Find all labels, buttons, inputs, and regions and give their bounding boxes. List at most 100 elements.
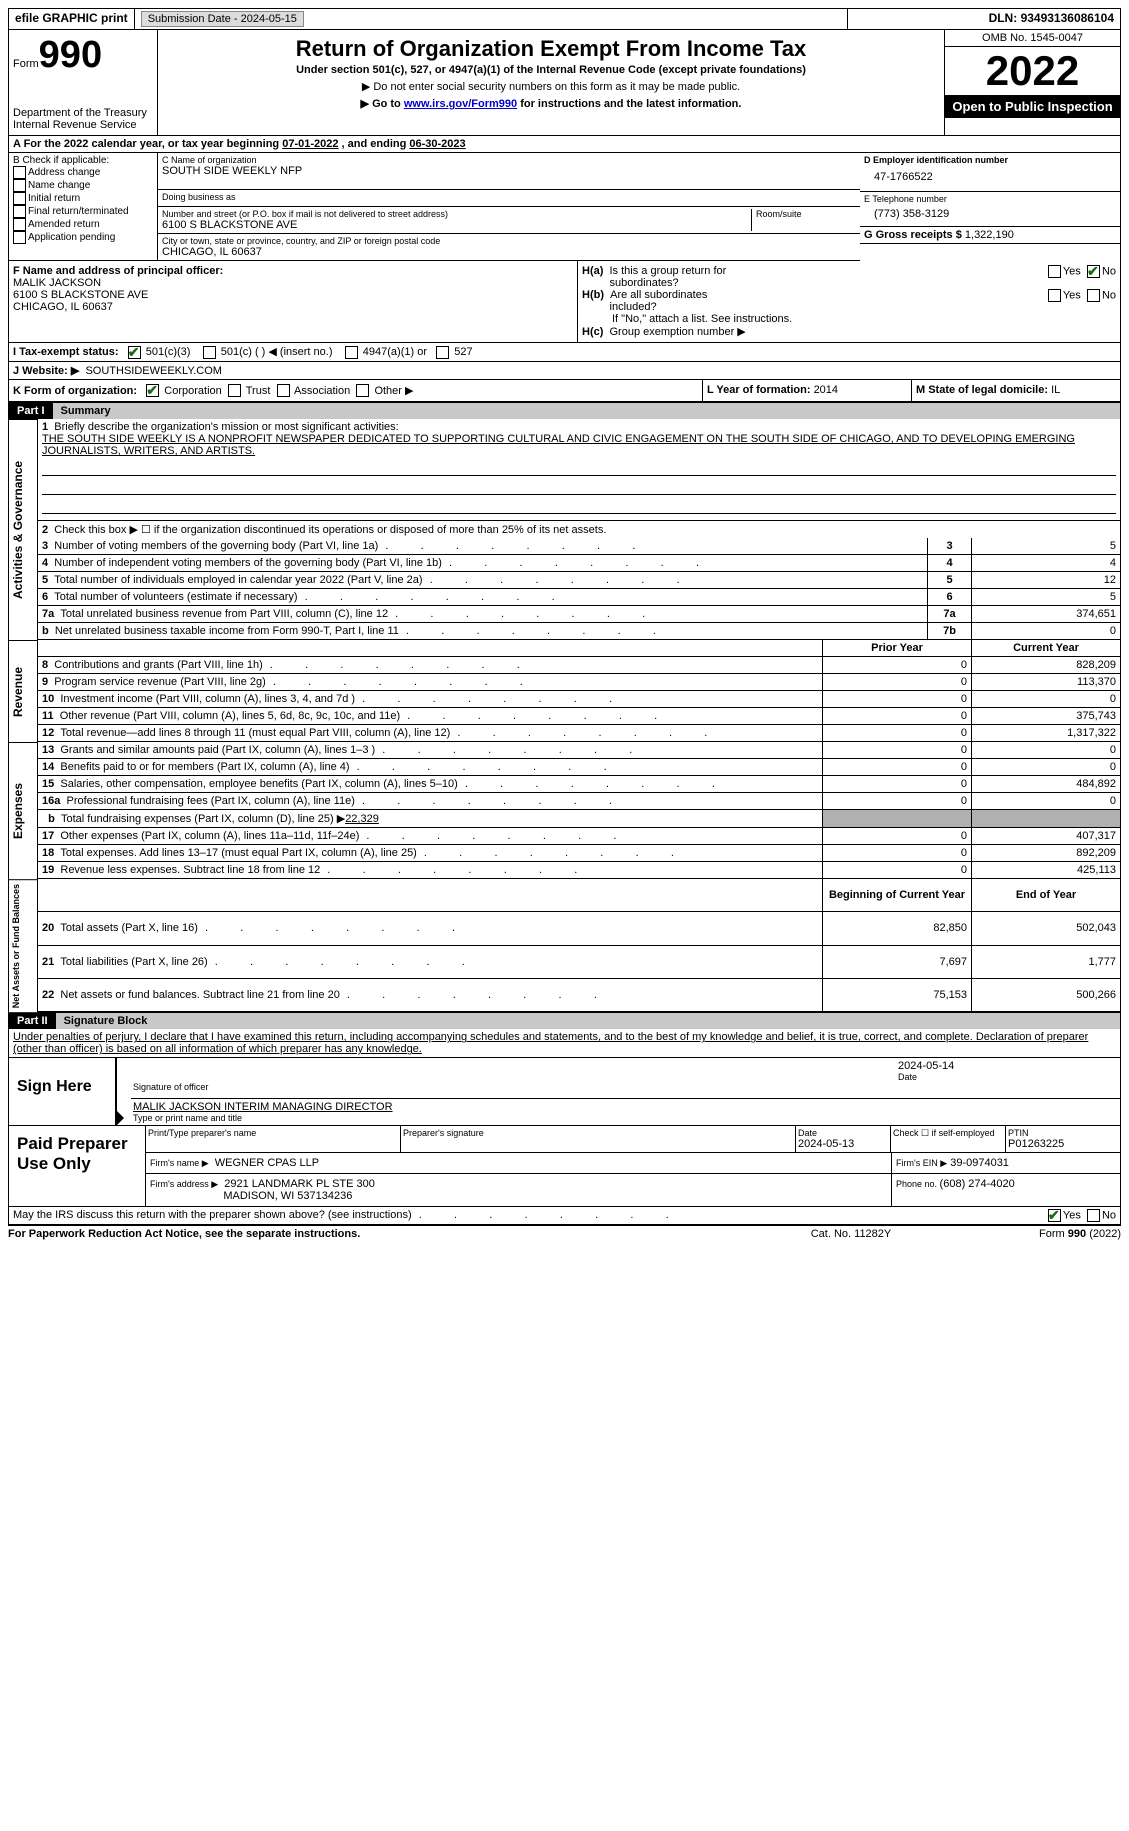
ein-cell: D Employer identification number 47-1766…: [860, 153, 1120, 192]
paid-preparer-block: Paid Preparer Use Only Print/Type prepar…: [8, 1126, 1121, 1207]
table-row: 12 Total revenue—add lines 8 through 11 …: [38, 725, 1121, 742]
penalty-text: Under penalties of perjury, I declare th…: [8, 1029, 1121, 1058]
note-link-row: ▶ Go to www.irs.gov/Form990 for instruct…: [162, 97, 940, 110]
expenses-section: Expenses 13 Grants and similar amounts p…: [8, 742, 1121, 879]
table-row: 17 Other expenses (Part IX, column (A), …: [38, 828, 1121, 845]
vlabel-expenses: Expenses: [8, 742, 38, 879]
check-name[interactable]: [13, 179, 26, 192]
mission-text: THE SOUTH SIDE WEEKLY IS A NONPROFIT NEW…: [42, 433, 1075, 457]
section-b: B Check if applicable: Address change Na…: [8, 153, 158, 261]
city-cell: City or town, state or province, country…: [158, 234, 860, 261]
table-row: 14 Benefits paid to or for members (Part…: [38, 759, 1121, 776]
irs-link[interactable]: www.irs.gov/Form990: [404, 98, 517, 110]
efile-cell: efile GRAPHIC print: [9, 9, 135, 29]
gross-cell: G Gross receipts $ 1,322,190: [860, 227, 1120, 244]
check-corp[interactable]: [146, 384, 159, 397]
line1: 1 Briefly describe the organization's mi…: [38, 419, 1121, 521]
governance-table: 3 Number of voting members of the govern…: [38, 538, 1121, 640]
check-pending[interactable]: [13, 231, 26, 244]
officer-cell: F Name and address of principal officer:…: [9, 261, 578, 342]
gross-value: 1,322,190: [965, 229, 1014, 241]
table-row: 9 Program service revenue (Part VIII, li…: [38, 674, 1121, 691]
check-501c3[interactable]: [128, 346, 141, 359]
check-amended[interactable]: [13, 218, 26, 231]
header-left: Form990 Department of the Treasury Inter…: [9, 30, 158, 135]
table-row: 11 Other revenue (Part VIII, column (A),…: [38, 708, 1121, 725]
part2-header: Part II Signature Block: [8, 1012, 1121, 1029]
table-row: 5 Total number of individuals employed i…: [38, 572, 1121, 589]
row-16b: b Total fundraising expenses (Part IX, c…: [38, 810, 1121, 828]
submission-button[interactable]: Submission Date - 2024-05-15: [141, 11, 304, 27]
table-row: 8 Contributions and grants (Part VIII, l…: [38, 657, 1121, 674]
table-row: 19 Revenue less expenses. Subtract line …: [38, 862, 1121, 879]
revenue-table: Prior YearCurrent Year 8 Contributions a…: [38, 640, 1121, 742]
section-d: D Employer identification number 47-1766…: [860, 153, 1121, 261]
phone-value: (773) 358-3129: [864, 204, 1116, 224]
dln-cell: DLN: 93493136086104: [848, 9, 1120, 29]
check-other[interactable]: [356, 384, 369, 397]
check-4947[interactable]: [345, 346, 358, 359]
section-h: H(a) Is this a group return for subordin…: [578, 261, 1120, 342]
website-row: J Website: ▶ SOUTHSIDEWEEKLY.COM: [8, 362, 1121, 380]
form-header: Form990 Department of the Treasury Inter…: [8, 30, 1121, 136]
check-address[interactable]: [13, 166, 26, 179]
table-row: 15 Salaries, other compensation, employe…: [38, 776, 1121, 793]
ein-value: 47-1766522: [864, 165, 1116, 189]
ha-no[interactable]: [1087, 265, 1100, 278]
table-row: 4 Number of independent voting members o…: [38, 555, 1121, 572]
hb-no[interactable]: [1087, 289, 1100, 302]
website-value: SOUTHSIDEWEEKLY.COM: [85, 365, 222, 377]
section-c: C Name of organization SOUTH SIDE WEEKLY…: [158, 153, 860, 261]
netassets-table: Beginning of Current YearEnd of Year 20 …: [38, 879, 1121, 1012]
ha-yes[interactable]: [1048, 265, 1061, 278]
klm-row: K Form of organization: Corporation Trus…: [8, 380, 1121, 403]
footer-row: For Paperwork Reduction Act Notice, see …: [8, 1225, 1121, 1240]
dept-line1: Department of the Treasury: [13, 107, 153, 119]
header-right: OMB No. 1545-0047 2022 Open to Public In…: [944, 30, 1120, 135]
top-bar: efile GRAPHIC print Submission Date - 20…: [8, 8, 1121, 30]
street-cell: Number and street (or P.O. box if mail i…: [158, 207, 860, 234]
table-row: 20 Total assets (Part X, line 16)82,8505…: [38, 912, 1121, 945]
form-subtitle: Under section 501(c), 527, or 4947(a)(1)…: [162, 64, 940, 76]
check-initial[interactable]: [13, 192, 26, 205]
note-ssn: ▶ Do not enter social security numbers o…: [162, 80, 940, 93]
sections-fh: F Name and address of principal officer:…: [8, 261, 1121, 343]
check-trust[interactable]: [228, 384, 241, 397]
table-row: 22 Net assets or fund balances. Subtract…: [38, 978, 1121, 1011]
part1-header: Part I Summary: [8, 402, 1121, 419]
tax-status-row: I Tax-exempt status: 501(c)(3) 501(c) ( …: [8, 343, 1121, 362]
check-final[interactable]: [13, 205, 26, 218]
sections-bcd: B Check if applicable: Address change Na…: [8, 153, 1121, 261]
vlabel-revenue: Revenue: [8, 640, 38, 742]
submission-cell: Submission Date - 2024-05-15: [135, 9, 848, 29]
vlabel-netassets: Net Assets or Fund Balances: [8, 879, 38, 1012]
vlabel-governance: Activities & Governance: [8, 419, 38, 640]
discuss-no[interactable]: [1087, 1209, 1100, 1222]
table-row: 13 Grants and similar amounts paid (Part…: [38, 742, 1121, 759]
tax-year: 2022: [945, 47, 1120, 95]
paid-label: Paid Preparer Use Only: [9, 1126, 145, 1206]
sign-here-label: Sign Here: [9, 1058, 115, 1125]
hb-yes[interactable]: [1048, 289, 1061, 302]
table-row: 6 Total number of volunteers (estimate i…: [38, 589, 1121, 606]
open-public: Open to Public Inspection: [945, 95, 1120, 118]
org-name-cell: C Name of organization SOUTH SIDE WEEKLY…: [158, 153, 860, 207]
check-assoc[interactable]: [277, 384, 290, 397]
netassets-section: Net Assets or Fund Balances Beginning of…: [8, 879, 1121, 1012]
org-name: SOUTH SIDE WEEKLY NFP: [162, 165, 856, 177]
table-row: 18 Total expenses. Add lines 13–17 (must…: [38, 845, 1121, 862]
sign-here-block: Sign Here Signature of officer 2024-05-1…: [8, 1058, 1121, 1126]
table-row: 3 Number of voting members of the govern…: [38, 538, 1121, 555]
section-b-header: B Check if applicable:: [13, 155, 153, 166]
line2: 2 Check this box ▶ ☐ if the organization…: [38, 521, 1121, 538]
check-501c[interactable]: [203, 346, 216, 359]
phone-cell: E Telephone number (773) 358-3129: [860, 192, 1120, 227]
table-row: b Net unrelated business taxable income …: [38, 623, 1121, 640]
discuss-yes[interactable]: [1048, 1209, 1061, 1222]
table-row: 7a Total unrelated business revenue from…: [38, 606, 1121, 623]
table-row: 10 Investment income (Part VIII, column …: [38, 691, 1121, 708]
check-527[interactable]: [436, 346, 449, 359]
efile-label: efile GRAPHIC print: [15, 11, 128, 25]
part1-body: Activities & Governance 1 Briefly descri…: [8, 419, 1121, 640]
header-mid: Return of Organization Exempt From Incom…: [158, 30, 944, 135]
